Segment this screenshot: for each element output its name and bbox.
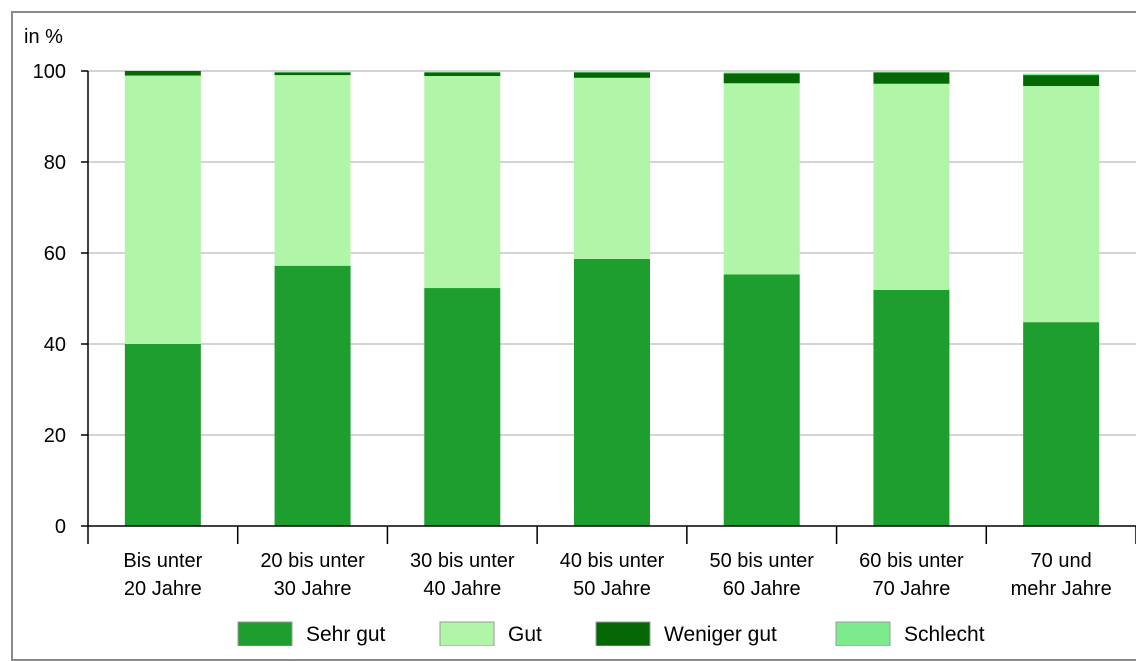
legend-label: Sehr gut	[306, 623, 386, 646]
bar-gut	[873, 83, 950, 290]
x-tick-label: 70 Jahre	[873, 578, 951, 600]
bar-schlecht	[274, 71, 351, 73]
bar-schlecht	[424, 71, 501, 73]
y-tick-label: 100	[33, 61, 66, 83]
x-tick-label: 30 Jahre	[274, 578, 352, 600]
bar-schlecht	[1023, 73, 1100, 76]
x-tick-label: 20 Jahre	[124, 578, 202, 600]
y-tick-label: 60	[44, 243, 66, 265]
x-tick-label: 40 bis unter	[560, 550, 665, 572]
x-tick-label: 20 bis unter	[260, 550, 365, 572]
bar-gut	[574, 77, 650, 259]
bar-weniger-gut	[873, 72, 950, 84]
bars	[124, 71, 1100, 526]
bar-sehr-gut	[574, 258, 650, 526]
x-tick-label: 70 und	[1031, 550, 1092, 572]
y-tick-label: 40	[44, 334, 66, 356]
bar-schlecht	[873, 71, 950, 73]
legend-swatch	[835, 621, 891, 646]
bar-sehr-gut	[723, 274, 800, 526]
x-tick-label: 60 Jahre	[723, 578, 801, 600]
bar-gut	[274, 75, 351, 266]
bar-gut	[723, 83, 800, 275]
bar-gut	[124, 75, 201, 345]
bar-sehr-gut	[424, 288, 501, 526]
y-tick-label: 20	[44, 425, 66, 447]
legend-label: Gut	[508, 623, 542, 646]
y-tick-label: 80	[44, 152, 66, 174]
legend-swatch	[595, 621, 651, 646]
legend-label: Weniger gut	[664, 623, 777, 646]
legend-swatch	[237, 621, 293, 646]
bar-sehr-gut	[1023, 322, 1100, 526]
bar-weniger-gut	[274, 72, 351, 76]
axes	[81, 70, 1136, 544]
legend-label: Schlecht	[904, 623, 985, 646]
x-tick-label: 30 bis unter	[410, 550, 515, 572]
bar-schlecht	[574, 71, 650, 73]
y-tick-label: 0	[55, 516, 66, 538]
x-tick-label: 60 bis unter	[859, 550, 964, 572]
bar-gut	[424, 76, 501, 289]
bar-schlecht	[723, 72, 800, 74]
bar-sehr-gut	[124, 344, 201, 526]
y-axis-label: in %	[24, 26, 63, 48]
legend: Sehr gut Gut Weniger gut Schlecht	[237, 621, 985, 646]
bar-sehr-gut	[873, 289, 950, 526]
bar-weniger-gut	[723, 73, 800, 84]
x-tick-label: 50 Jahre	[573, 578, 651, 600]
x-tick-label: mehr Jahre	[1011, 578, 1112, 600]
bar-weniger-gut	[124, 71, 201, 76]
y-tick-labels: 0 20 40 60 80 100	[33, 61, 66, 538]
bar-sehr-gut	[274, 265, 351, 526]
x-tick-label: 50 bis unter	[709, 550, 814, 572]
bar-gut	[1023, 86, 1100, 323]
bar-weniger-gut	[424, 72, 501, 77]
x-tick-label: Bis unter	[123, 550, 202, 572]
legend-swatch	[439, 621, 495, 646]
bar-weniger-gut	[1023, 75, 1100, 87]
x-tick-label: 40 Jahre	[423, 578, 501, 600]
bar-weniger-gut	[574, 72, 650, 78]
stacked-bar-chart: in % 0 20 40 60 80 100 Bis unter 20 Jahre 20 bi…	[24, 26, 1136, 646]
x-tick-labels: Bis unter 20 Jahre 20 bis unter 30 Jahre 30 …	[123, 550, 1111, 600]
